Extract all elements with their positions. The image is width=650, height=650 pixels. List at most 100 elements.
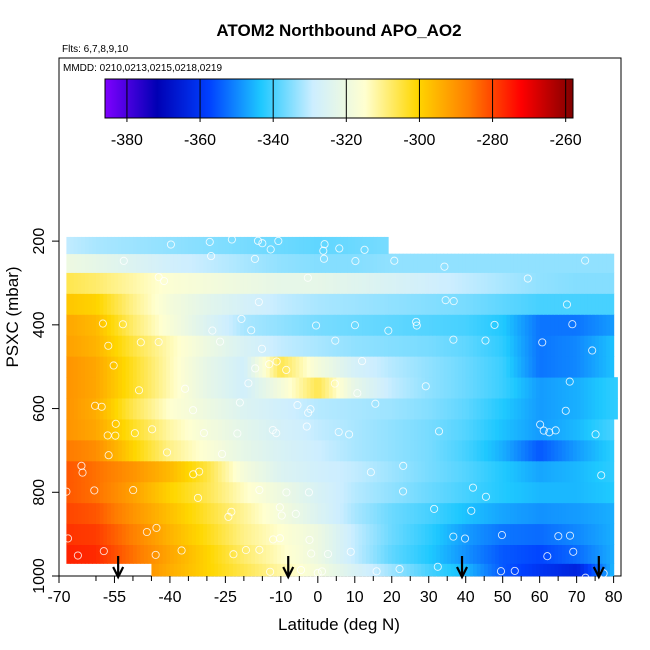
heat-cell — [121, 253, 127, 273]
heat-cell — [210, 314, 215, 336]
heat-cell — [221, 502, 226, 525]
heat-cell — [602, 293, 607, 315]
heat-cell — [247, 377, 252, 399]
heat-cell — [432, 293, 437, 315]
heat-cell — [550, 398, 556, 420]
heat-cell — [547, 419, 552, 441]
heat-cell — [114, 544, 119, 564]
heat-cell — [258, 356, 263, 378]
heat-cell — [229, 236, 234, 255]
heat-cell — [169, 398, 175, 420]
heat-cell — [487, 253, 493, 273]
sample-point — [449, 532, 458, 541]
heat-cell — [99, 502, 104, 525]
heat-cell — [236, 398, 241, 420]
heat-cell — [147, 314, 153, 336]
heat-cell — [121, 335, 127, 357]
heat-cell — [428, 419, 434, 441]
heat-cell — [432, 398, 437, 420]
heat-cell — [388, 335, 393, 357]
heat-cell — [580, 335, 585, 357]
heat-cell — [88, 356, 93, 378]
heat-cell — [554, 563, 559, 577]
heat-cell — [576, 314, 581, 336]
heat-cell — [384, 544, 389, 564]
heat-cell — [595, 356, 600, 378]
heat-cell — [606, 563, 611, 577]
heat-cell — [580, 563, 585, 577]
heat-cell — [291, 439, 297, 462]
heat-cell — [240, 253, 245, 273]
heat-cell — [484, 419, 489, 441]
heat-cell — [84, 398, 90, 420]
heat-cell — [125, 481, 130, 504]
heat-cell — [162, 335, 167, 357]
sample-point — [554, 532, 563, 541]
heat-cell — [576, 460, 581, 483]
heat-cell — [558, 481, 563, 504]
heat-cell — [236, 544, 241, 564]
heat-cell — [521, 293, 526, 315]
heat-cell — [166, 293, 171, 315]
heat-cell — [144, 398, 149, 420]
heat-cell — [576, 563, 581, 577]
heat-cell — [144, 439, 149, 462]
heat-cell — [565, 563, 570, 577]
heat-cell — [217, 253, 223, 273]
heat-cell — [351, 293, 356, 315]
sample-point — [205, 237, 214, 246]
heat-cell — [303, 502, 308, 525]
heat-cell — [558, 544, 563, 564]
heat-cell — [269, 377, 275, 399]
heat-cell — [136, 236, 141, 255]
heat-cell — [317, 502, 323, 525]
heat-cell — [406, 439, 411, 462]
heat-cell — [251, 398, 256, 420]
heat-cell — [565, 544, 570, 564]
heat-cell — [247, 460, 252, 483]
heat-cell — [84, 544, 90, 564]
heat-cell — [140, 502, 145, 525]
heat-cell — [458, 398, 463, 420]
sample-point — [154, 337, 163, 347]
heat-cell — [410, 398, 415, 420]
heat-cell — [439, 481, 445, 504]
heat-cell — [229, 335, 234, 357]
sample-point — [319, 246, 328, 255]
heat-cell — [399, 314, 404, 336]
heat-cell — [447, 419, 452, 441]
heat-cell — [543, 419, 548, 441]
heat-cell — [206, 439, 212, 462]
heat-cell — [173, 481, 178, 504]
heat-cell — [535, 293, 541, 315]
heat-cell — [328, 293, 334, 315]
heat-cell — [380, 481, 385, 504]
heat-cell — [140, 253, 145, 273]
heat-cell — [484, 460, 489, 483]
heat-cell — [184, 398, 190, 420]
heat-cell — [221, 563, 226, 577]
heat-cell — [273, 377, 278, 399]
heat-cell — [321, 356, 326, 378]
heat-cell — [240, 563, 245, 577]
heat-cell — [214, 544, 219, 564]
heat-cell — [280, 460, 286, 483]
heat-cell — [402, 460, 408, 483]
heat-cell — [110, 356, 116, 378]
heat-cell — [502, 377, 507, 399]
heat-cell — [469, 356, 474, 378]
heat-cell — [502, 293, 507, 315]
heat-cell — [365, 236, 371, 255]
heat-cell — [103, 377, 108, 399]
x-tick-label: 20 — [383, 589, 401, 606]
heat-cell — [99, 439, 104, 462]
heat-cell — [66, 253, 71, 273]
heat-cell — [469, 544, 474, 564]
heat-cell — [458, 377, 463, 399]
heat-cell — [376, 236, 382, 255]
heat-cell — [232, 544, 238, 564]
heat-cell — [203, 272, 208, 294]
heat-cell — [155, 356, 160, 378]
heat-cell — [155, 544, 160, 564]
heat-cell — [84, 460, 90, 483]
